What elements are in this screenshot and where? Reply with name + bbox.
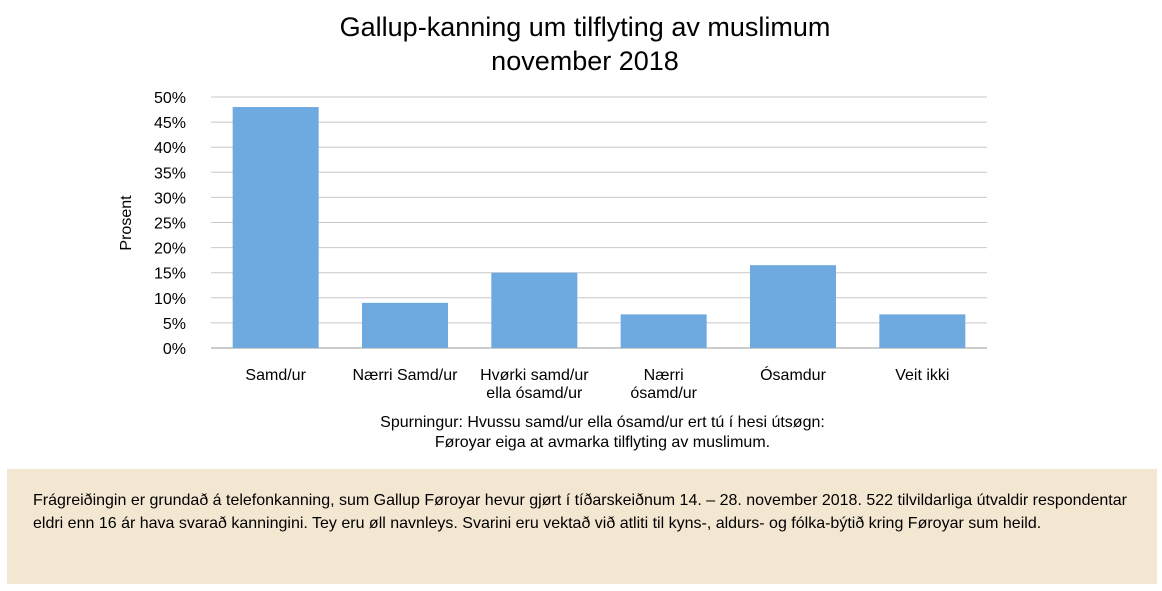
survey-question: Spurningur: Hvussu samd/ur ella ósamd/ur… xyxy=(250,413,955,453)
y-tick-label: 40% xyxy=(154,140,186,157)
x-tick-label: Nærri ósamd/ur xyxy=(630,367,697,402)
y-tick-label: 30% xyxy=(154,190,186,207)
y-tick-label: 20% xyxy=(154,241,186,258)
x-tick-label: Nærri Samd/ur xyxy=(353,367,459,384)
methodology-note-text: Frágreiðingin er grundað á telefonkannin… xyxy=(33,492,1127,532)
bar-chart: 0% 5% 10% 15% 20% 25% 30% 35% 40% 45% 50% Samd/ur Næ… xyxy=(118,90,987,402)
survey-question-line-2: Føroyar eiga at avmarka tilflyting av mu… xyxy=(434,434,771,451)
chart-title: Gallup-kanning um tilflyting av muslimum xyxy=(339,12,831,42)
bar xyxy=(750,265,836,348)
y-tick-label: 35% xyxy=(154,165,186,182)
survey-question-line-1: Spurningur: Hvussu samd/ur ella ósamd/ur… xyxy=(380,414,825,431)
x-tick-label: Veit ikki xyxy=(895,367,949,384)
y-tick-label: 10% xyxy=(154,291,186,308)
y-tick-label: 45% xyxy=(154,115,186,132)
y-axis-label: Prosent xyxy=(118,195,135,251)
y-tick-label: 25% xyxy=(154,216,186,233)
bar xyxy=(620,314,707,348)
bar xyxy=(232,107,319,348)
y-tick-label: 15% xyxy=(154,266,186,283)
bar xyxy=(362,302,448,348)
y-tick-label: 0% xyxy=(163,341,186,358)
x-tick-label: Hvørki samd/ur ella ósamd/ur xyxy=(480,367,589,402)
chart-title-block: Gallup-kanning um tilflyting av muslimum… xyxy=(0,10,1162,78)
bar xyxy=(491,272,578,348)
methodology-note: Frágreiðingin er grundað á telefonkannin… xyxy=(7,469,1157,584)
x-tick-label: Ósamdur xyxy=(760,365,826,384)
chart-subtitle: november 2018 xyxy=(491,46,679,76)
x-tick-label: Samd/ur xyxy=(245,367,306,384)
bar xyxy=(879,314,966,348)
y-tick-label: 50% xyxy=(154,90,186,107)
y-tick-label: 5% xyxy=(163,316,186,333)
